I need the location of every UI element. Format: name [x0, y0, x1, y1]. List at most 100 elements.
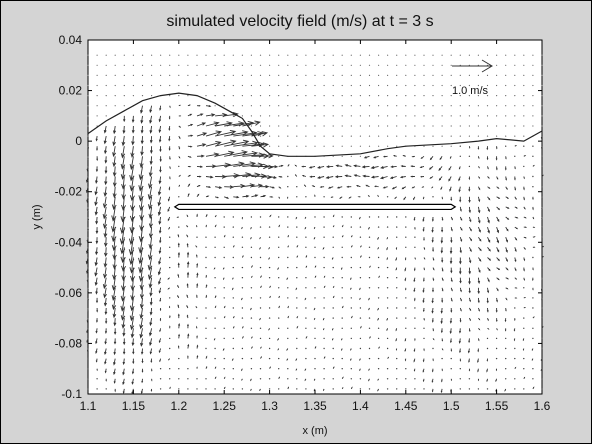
velocity-vector: [147, 267, 153, 281]
grid-point: [114, 84, 116, 87]
grid-point: [359, 74, 361, 76]
velocity-vector: [449, 338, 452, 344]
grid-point: [505, 105, 507, 107]
velocity-vector: [541, 146, 543, 149]
grid-point: [350, 115, 352, 117]
velocity-vector: [168, 226, 171, 230]
grid-point: [523, 95, 525, 97]
velocity-vector: [104, 358, 107, 365]
velocity-vector: [414, 378, 416, 380]
velocity-vector: [104, 338, 107, 345]
velocity-vector: [259, 237, 261, 240]
grid-point: [87, 95, 89, 97]
velocity-vector: [459, 237, 463, 242]
grid-point: [287, 115, 289, 117]
velocity-vector: [287, 256, 289, 259]
velocity-vector: [104, 348, 107, 356]
velocity-vector: [113, 358, 116, 366]
velocity-vector: [286, 358, 289, 361]
x-axis-label: x (m): [302, 425, 327, 437]
velocity-vector: [514, 357, 516, 360]
velocity-vector: [468, 267, 472, 275]
velocity-vector: [380, 165, 388, 169]
velocity-vector: [168, 115, 171, 120]
grid-point: [359, 84, 361, 87]
grid-point: [432, 135, 434, 137]
velocity-vector: [377, 337, 380, 340]
velocity-vector: [350, 307, 352, 309]
velocity-vector: [487, 176, 490, 179]
velocity-vector: [399, 175, 406, 179]
grid-point: [278, 54, 280, 56]
velocity-vector: [413, 368, 416, 372]
velocity-vector: [431, 378, 434, 384]
velocity-vector: [441, 378, 443, 383]
velocity-vector: [86, 277, 89, 283]
velocity-vector: [305, 327, 307, 329]
grid-point: [523, 54, 525, 56]
velocity-vector: [377, 194, 379, 198]
velocity-vector: [215, 162, 232, 168]
grid-point: [378, 105, 380, 107]
velocity-vector: [423, 247, 426, 251]
velocity-vector: [186, 304, 189, 309]
velocity-vector: [496, 287, 499, 292]
x-tick-label: 1.2: [170, 399, 187, 413]
velocity-vector: [103, 146, 107, 155]
grid-point: [414, 105, 416, 107]
velocity-vector: [477, 206, 481, 214]
velocity-vector: [486, 156, 489, 161]
grid-point: [314, 135, 316, 137]
grid-point: [296, 125, 298, 127]
velocity-vector: [359, 216, 361, 220]
velocity-vector: [205, 307, 207, 309]
grid-point: [178, 74, 180, 76]
velocity-vector: [404, 257, 407, 261]
grid-point: [323, 64, 325, 66]
velocity-vector: [495, 166, 498, 171]
grid-point: [350, 155, 352, 157]
velocity-vector: [113, 318, 117, 327]
velocity-vector: [186, 214, 189, 218]
velocity-vector: [169, 337, 171, 340]
velocity-vector: [122, 328, 126, 337]
velocity-vector: [405, 317, 407, 319]
velocity-vector: [105, 388, 107, 390]
velocity-vector: [278, 236, 280, 238]
velocity-vector: [323, 196, 325, 198]
grid-point: [423, 54, 425, 56]
grid-point: [541, 64, 543, 66]
grid-point: [114, 74, 116, 76]
velocity-vector: [477, 388, 480, 390]
grid-point: [259, 84, 262, 87]
velocity-vector: [232, 266, 234, 269]
velocity-vector: [131, 368, 135, 375]
velocity-vector: [450, 307, 453, 313]
velocity-vector: [187, 343, 190, 349]
velocity-vector: [215, 150, 235, 157]
velocity-vector: [268, 378, 271, 380]
velocity-vector: [167, 216, 171, 222]
velocity-vector: [431, 368, 434, 373]
velocity-vector: [359, 347, 362, 350]
velocity-vector: [541, 388, 543, 390]
velocity-vector: [309, 175, 316, 178]
velocity-vector: [241, 226, 243, 230]
velocity-vector: [159, 318, 162, 322]
velocity-vector: [432, 328, 435, 332]
grid-point: [514, 84, 516, 87]
grid-point: [396, 105, 398, 107]
velocity-vector: [368, 368, 370, 372]
velocity-vector: [196, 335, 198, 339]
velocity-vector: [196, 344, 199, 349]
grid-point: [305, 105, 307, 107]
velocity-vector: [112, 136, 116, 147]
velocity-vector: [486, 368, 488, 373]
velocity-vector: [523, 247, 526, 250]
velocity-vector: [440, 318, 443, 325]
velocity-vector: [122, 388, 125, 395]
velocity-vector: [540, 135, 543, 139]
grid-point: [486, 135, 489, 137]
grid-point: [196, 74, 198, 76]
velocity-vector: [278, 388, 280, 390]
